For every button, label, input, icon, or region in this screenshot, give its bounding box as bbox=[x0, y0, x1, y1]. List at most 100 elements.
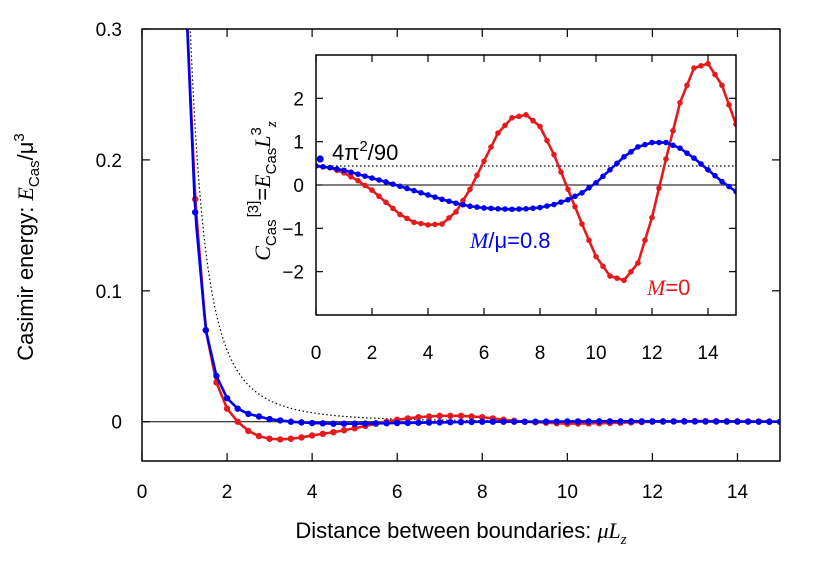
main-series-2-point bbox=[394, 419, 401, 427]
inset-series-1-point bbox=[712, 172, 718, 179]
inset-series-1-point bbox=[404, 185, 410, 192]
main-y-tick-label: 0.2 bbox=[96, 151, 122, 172]
inset-series-1-point bbox=[614, 160, 620, 167]
main-series-2-point bbox=[340, 420, 348, 427]
inset-series-0-point bbox=[670, 128, 676, 134]
main-series-2-point bbox=[606, 418, 614, 425]
main-series-2-point bbox=[234, 405, 241, 412]
inset-series-1-point bbox=[390, 181, 396, 187]
main-series-1-point bbox=[255, 432, 263, 440]
inset-chart: 0 2 4 6 8 10 12 14−2−10124π2/90M/μ=0.8M=0CCas[3… bbox=[245, 54, 737, 364]
main-x-tick-label: 12 bbox=[642, 482, 663, 503]
main-series-2-point bbox=[223, 394, 231, 402]
main-series-2-point bbox=[596, 418, 603, 425]
main-series-1-point bbox=[436, 412, 443, 420]
inset-series-1-point bbox=[439, 196, 445, 203]
inset-y-tick-label: −2 bbox=[282, 263, 304, 284]
inset-series-0-point bbox=[649, 214, 655, 221]
main-series-2-point bbox=[372, 420, 380, 427]
inset-series-0-point bbox=[376, 193, 382, 200]
main-series-1-point bbox=[234, 418, 241, 425]
main-series-2-point bbox=[638, 418, 645, 425]
inset-series-1-point bbox=[320, 164, 326, 170]
main-series-2-point bbox=[744, 418, 752, 425]
inset-series-0-point bbox=[523, 112, 529, 118]
inset-series-1-point bbox=[670, 142, 676, 149]
inset-series-0-point bbox=[677, 99, 683, 106]
main-series-2-point bbox=[691, 418, 699, 425]
inset-series-0-point bbox=[495, 130, 501, 136]
inset-series-1-point bbox=[663, 139, 669, 146]
inset-series-0-point bbox=[544, 137, 550, 144]
main-series-2-point bbox=[404, 419, 412, 427]
inset-x-tick-label: 10 bbox=[585, 343, 606, 364]
inset-series-0-point bbox=[460, 197, 466, 204]
inset-series-0-point bbox=[663, 156, 669, 162]
inset-series-1-point bbox=[432, 194, 438, 200]
main-series-2-point bbox=[362, 420, 369, 427]
inset-series-0-point bbox=[348, 173, 354, 180]
main-series-2-point bbox=[574, 418, 582, 425]
main-series-1-point bbox=[447, 412, 454, 420]
inset-series-0-point bbox=[481, 158, 487, 164]
main-x-tick-label: 6 bbox=[392, 482, 403, 503]
inset-series-0-point bbox=[418, 220, 424, 227]
inset-series-0-point bbox=[467, 186, 473, 193]
main-series-2-point bbox=[776, 418, 780, 425]
inset-series-0-point bbox=[572, 203, 578, 210]
inset-series-1-point bbox=[397, 183, 403, 190]
main-series-2-point bbox=[213, 372, 220, 380]
inset-series-1-point bbox=[376, 177, 382, 183]
main-series-2-point bbox=[553, 418, 560, 425]
main-series-2-point bbox=[468, 418, 475, 426]
inset-series-1-point bbox=[677, 145, 683, 151]
main-series-2-point bbox=[766, 418, 773, 425]
main-x-tick-label: 8 bbox=[477, 482, 488, 503]
inset-series-0-point bbox=[586, 237, 592, 244]
inset-x-tick-label: 8 bbox=[535, 343, 546, 364]
inset-series-0-point bbox=[593, 253, 599, 260]
main-series-1-point bbox=[266, 435, 273, 442]
inset-series-1-point bbox=[502, 206, 508, 212]
inset-y-tick-label: 1 bbox=[293, 133, 304, 154]
main-series-2-point bbox=[659, 418, 667, 425]
main-series-2-point bbox=[564, 418, 571, 425]
main-series-2-point bbox=[585, 418, 592, 425]
main-series-2-point bbox=[734, 418, 741, 425]
inset-series-0-point bbox=[446, 215, 452, 221]
inset-series-0-point bbox=[719, 82, 725, 89]
inset-series-0-point bbox=[558, 169, 564, 175]
inset-series-1-point bbox=[537, 204, 543, 211]
inset-series-1-point bbox=[341, 167, 347, 174]
inset-x-tick-label: 2 bbox=[367, 343, 378, 364]
plot-frame bbox=[141, 28, 781, 462]
inset-series-0-point bbox=[621, 277, 627, 284]
inset-series-1-point bbox=[579, 190, 585, 196]
main-series-2-point bbox=[510, 418, 518, 425]
inset-start-marker bbox=[316, 155, 324, 163]
inset-series-0-point bbox=[712, 71, 718, 78]
inset-series-0-point bbox=[614, 275, 620, 281]
inset-series-1-point bbox=[572, 193, 578, 200]
main-series-1-point bbox=[308, 432, 316, 439]
inset-series-1-point bbox=[362, 173, 368, 179]
inset-series-0-point bbox=[509, 115, 515, 121]
main-series-2-point bbox=[191, 209, 199, 216]
main-series-2-point bbox=[542, 418, 550, 425]
main-series-2-point bbox=[308, 419, 316, 427]
inset-series-1-point bbox=[460, 201, 466, 208]
inset-series-0-point bbox=[607, 273, 613, 279]
inset-series-0-point bbox=[502, 122, 508, 129]
main-series-1-point bbox=[404, 415, 412, 422]
main-series-1-point bbox=[277, 436, 284, 443]
inset-y-tick-label: 0 bbox=[293, 176, 304, 197]
inset-x-tick-label: 12 bbox=[641, 343, 662, 364]
inset-series-1-point bbox=[523, 206, 529, 212]
inset-y-tick-label: 2 bbox=[293, 89, 304, 110]
inset-series-1-point bbox=[719, 178, 725, 185]
main-series-2-point bbox=[457, 418, 465, 426]
main-series-1-point bbox=[415, 413, 422, 421]
main-series-1-point bbox=[468, 413, 475, 420]
main-series-1-point bbox=[479, 413, 486, 421]
